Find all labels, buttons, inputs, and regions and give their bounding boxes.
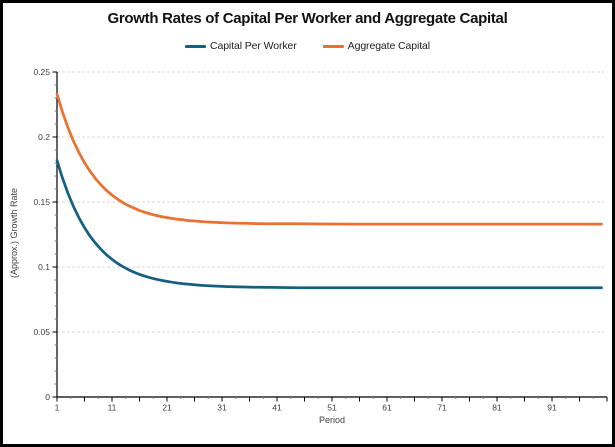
x-tick-label: 91 — [547, 403, 557, 413]
x-axis-tick-labels: 1 11 21 31 41 51 61 71 81 91 — [55, 403, 557, 413]
plot-area: 1 11 21 31 41 51 61 71 81 91 00.050.10.150.20.25 — [33, 67, 608, 413]
y-tick-label: 0.2 — [38, 132, 50, 142]
x-tick-label: 51 — [327, 403, 337, 413]
x-tick-label: 41 — [272, 403, 282, 413]
series-lines — [55, 92, 603, 290]
x-tick-label: 11 — [108, 403, 117, 413]
legend-item-capital-per-worker: Capital Per Worker — [184, 40, 297, 52]
y-tick-label: 0.25 — [33, 67, 50, 77]
x-tick-label: 31 — [217, 403, 227, 413]
legend: Capital Per Worker Aggregate Capital — [3, 40, 612, 52]
x-tick-label: 1 — [55, 403, 60, 413]
y-axis-title: (Approx.) Growth Rate — [9, 187, 19, 279]
y-tick-label: 0.05 — [33, 327, 50, 337]
legend-label-aggregate-capital: Aggregate Capital — [347, 40, 431, 52]
x-tick-label: 81 — [492, 403, 502, 413]
y-tick-label: 0.15 — [33, 197, 50, 207]
legend-item-aggregate-capital: Aggregate Capital — [322, 40, 431, 52]
legend-label-capital-per-worker: Capital Per Worker — [209, 40, 297, 52]
axis-lines — [56, 72, 607, 398]
series-line-capital-per-worker — [55, 159, 603, 290]
gridlines — [57, 71, 604, 333]
x-axis-title: Period — [318, 415, 345, 425]
legend-swatch-capital-per-worker — [184, 44, 206, 48]
legend-swatch-aggregate-capital — [322, 44, 344, 48]
x-tick-label: 61 — [382, 403, 392, 413]
y-tick-label: 0 — [45, 392, 50, 402]
y-tick-label: 0.1 — [38, 262, 50, 272]
y-axis-tick-labels: 0 0.05 0.1 0.15 0.2 0.25 — [33, 67, 50, 402]
series-line-aggregate-capital — [55, 92, 603, 226]
x-tick-label: 71 — [437, 403, 447, 413]
chart-title: Growth Rates of Capital Per Worker and A… — [107, 10, 508, 27]
x-tick-label: 21 — [162, 403, 172, 413]
axis-ticks — [52, 71, 608, 402]
